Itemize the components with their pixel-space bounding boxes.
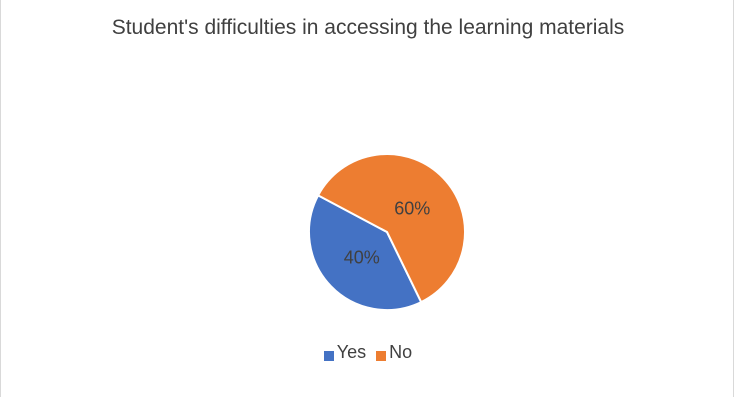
pie-chart: 40% 60% xyxy=(308,153,466,311)
data-label-no: 60% xyxy=(394,199,430,219)
legend-label-yes: Yes xyxy=(336,342,367,362)
legend-swatch-no xyxy=(376,350,387,361)
chart-title: Student's difficulties in accessing the … xyxy=(111,16,625,39)
legend-label-no: No xyxy=(389,342,413,362)
legend: Yes No xyxy=(1,342,735,363)
pie-slice-yes xyxy=(308,194,423,311)
chart-area: Student's difficulties in accessing the … xyxy=(0,0,734,397)
legend-item-yes: Yes xyxy=(323,342,367,363)
pie-slice-no xyxy=(316,153,466,304)
legend-swatch-yes xyxy=(323,350,334,361)
data-label-yes: 40% xyxy=(344,247,380,267)
legend-item-no: No xyxy=(376,342,412,363)
